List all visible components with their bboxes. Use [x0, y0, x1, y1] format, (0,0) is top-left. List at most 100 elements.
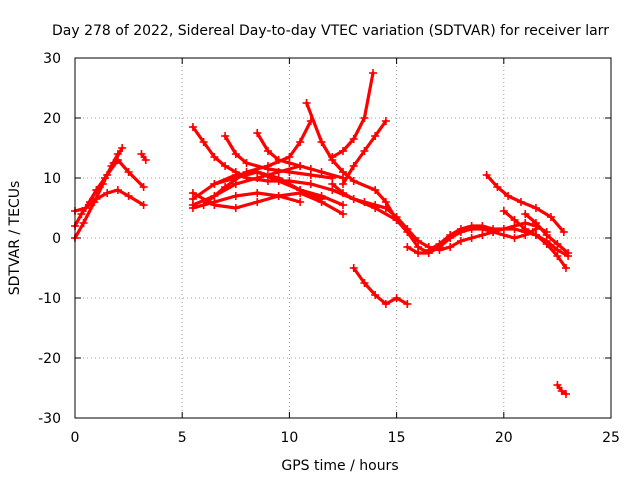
data-point — [221, 183, 230, 191]
data-point — [349, 264, 358, 272]
data-point — [349, 135, 358, 143]
data-point — [263, 165, 272, 173]
data-point — [557, 387, 566, 395]
data-point — [210, 180, 219, 188]
data-point — [531, 231, 540, 239]
data-point — [553, 381, 562, 389]
data-point — [317, 168, 326, 176]
y-axis-label: SDTVAR / TECUs — [7, 181, 23, 296]
data-point — [141, 156, 150, 164]
data-point — [371, 186, 380, 194]
data-point — [221, 162, 230, 170]
data-point — [253, 198, 262, 206]
series-trace — [352, 266, 409, 306]
series-track-17 — [328, 69, 378, 161]
data-point — [139, 183, 148, 191]
data-layer — [71, 69, 573, 398]
data-point — [81, 204, 90, 212]
chart-title: Day 278 of 2022, Sidereal Day-to-day VTE… — [52, 23, 609, 39]
data-point — [285, 159, 294, 167]
data-point — [242, 159, 251, 167]
data-point — [360, 198, 369, 206]
data-point — [521, 225, 530, 233]
series-track-22 — [482, 171, 568, 236]
y-tick-label: 30 — [43, 51, 61, 67]
data-point — [296, 186, 305, 194]
axes-layer: 0 5 10 15 20 25 -30 -20 -10 0 10 20 30 — [38, 51, 620, 446]
data-point — [516, 198, 525, 206]
data-point — [92, 195, 101, 203]
data-point — [199, 138, 208, 146]
data-point — [542, 231, 551, 239]
data-point — [360, 114, 369, 122]
data-point — [231, 192, 240, 200]
data-point — [317, 192, 326, 200]
data-point — [371, 201, 380, 209]
y-tick-label: -30 — [38, 411, 61, 427]
data-point — [274, 192, 283, 200]
data-point — [521, 210, 530, 218]
data-point — [414, 237, 423, 245]
data-point — [424, 246, 433, 254]
grid-layer — [75, 58, 611, 418]
data-point — [113, 156, 122, 164]
series-track-16 — [339, 117, 390, 188]
y-tick-label: -10 — [38, 291, 61, 307]
data-point — [381, 300, 390, 308]
series-track-04 — [81, 156, 148, 212]
series-track-23 — [499, 207, 570, 272]
x-axis-label: GPS time / hours — [281, 458, 398, 474]
data-point — [499, 225, 508, 233]
data-point — [124, 168, 133, 176]
x-tick-label: 25 — [602, 430, 620, 446]
data-point — [478, 222, 487, 230]
data-point — [339, 189, 347, 197]
data-point — [510, 216, 519, 224]
data-point — [339, 201, 347, 209]
data-point — [403, 243, 412, 251]
data-point — [403, 225, 412, 233]
data-point — [306, 165, 315, 173]
data-point — [263, 177, 272, 185]
data-point — [302, 99, 311, 107]
x-tick-label: 20 — [495, 430, 513, 446]
data-point — [306, 180, 315, 188]
data-point — [553, 252, 562, 260]
plot-frame — [74, 57, 612, 419]
data-point — [328, 153, 337, 161]
data-point — [531, 204, 540, 212]
data-point — [446, 231, 455, 239]
y-tick-label: 10 — [43, 171, 61, 187]
data-point — [188, 123, 197, 131]
data-point — [371, 291, 380, 299]
series-track-05 — [137, 150, 150, 164]
data-point — [392, 213, 401, 221]
data-point — [403, 300, 412, 308]
data-point — [489, 225, 498, 233]
data-point — [339, 210, 347, 218]
series-track-08 — [188, 189, 305, 212]
data-point — [381, 117, 390, 125]
data-point — [349, 195, 358, 203]
data-point — [381, 204, 390, 212]
data-point — [349, 162, 358, 170]
y-tick-label: 20 — [43, 111, 61, 127]
x-tick-label: 0 — [71, 430, 80, 446]
data-point — [339, 180, 347, 188]
data-point — [510, 234, 519, 242]
data-point — [371, 132, 380, 140]
series-track-19 — [349, 264, 412, 308]
data-point — [296, 162, 305, 170]
data-point — [92, 186, 101, 194]
data-point — [253, 168, 262, 176]
data-point — [77, 210, 86, 218]
data-point — [561, 264, 570, 272]
data-point — [139, 201, 148, 209]
y-tick-label: 0 — [52, 231, 61, 247]
data-point — [446, 243, 455, 251]
data-point — [482, 171, 491, 179]
series-trace — [427, 221, 549, 252]
data-point — [188, 201, 197, 209]
data-point — [360, 147, 369, 155]
data-point — [231, 174, 240, 182]
